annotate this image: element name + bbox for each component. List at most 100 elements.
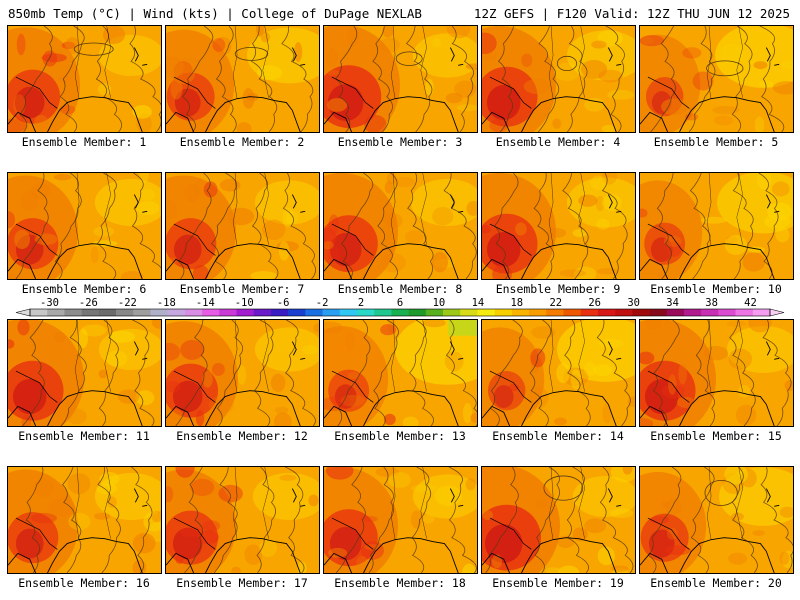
- ensemble-map-panel: [323, 319, 478, 427]
- colorbar-frame: [29, 308, 771, 317]
- temperature-field-map: [640, 173, 793, 279]
- ensemble-map-panel: [165, 172, 320, 280]
- member-label: Ensemble Member: 20: [650, 576, 782, 590]
- colorbar-bin: [322, 309, 341, 316]
- colorbar-bin: [64, 309, 82, 316]
- colorbar-tick-label: -14: [196, 297, 215, 309]
- colorbar-bin: [202, 309, 220, 316]
- colorbar-bin: [374, 309, 392, 316]
- temperature-field-map: [8, 467, 161, 573]
- ensemble-map-panel: [323, 25, 478, 133]
- colorbar-tick-label: 6: [397, 297, 403, 309]
- temperature-field-map: [166, 173, 319, 279]
- colorbar-tick-label: 14: [472, 297, 485, 309]
- temperature-field-map: [8, 320, 161, 426]
- temperature-field-map: [8, 26, 161, 132]
- colorbar-bin: [167, 309, 186, 316]
- colorbar-bin: [81, 309, 100, 316]
- temperature-field-map: [324, 26, 477, 132]
- colorbar-bin: [30, 309, 48, 316]
- colorbar-bin: [184, 309, 203, 316]
- temperature-field-map: [482, 26, 635, 132]
- member-label: Ensemble Member: 8: [337, 282, 463, 296]
- colorbar-bin: [563, 309, 581, 316]
- ensemble-map-panel: [481, 319, 636, 427]
- member-label: Ensemble Member: 5: [653, 135, 779, 149]
- colorbar-bin: [666, 309, 685, 316]
- temperature-field-map: [482, 467, 635, 573]
- member-label: Ensemble Member: 16: [18, 576, 150, 590]
- temperature-field-map: [324, 467, 477, 573]
- colorbar-bin: [632, 309, 650, 316]
- colorbar-bin: [98, 309, 117, 316]
- colorbar-bin: [615, 309, 633, 316]
- colorbar-bin: [288, 309, 306, 316]
- temperature-field-map: [482, 320, 635, 426]
- temperature-field-map: [166, 320, 319, 426]
- colorbar-left-arrow: [15, 308, 31, 317]
- member-label: Ensemble Member: 1: [21, 135, 147, 149]
- member-label: Ensemble Member: 7: [179, 282, 305, 296]
- ensemble-map-panel: [323, 172, 478, 280]
- colorbar-bin: [546, 309, 564, 316]
- temperature-field-map: [166, 467, 319, 573]
- colorbar-right-arrow: [769, 308, 785, 317]
- ensemble-map-panel: [481, 466, 636, 574]
- ensemble-map-panel: [165, 466, 320, 574]
- product-title: 850mb Temp (°C) | Wind (kts) | College o…: [8, 6, 422, 21]
- colorbar-bin: [339, 309, 358, 316]
- colorbar-bin: [580, 309, 599, 316]
- colorbar-bin: [116, 309, 134, 316]
- member-label: Ensemble Member: 14: [492, 429, 624, 443]
- colorbar-bin: [701, 309, 719, 316]
- colorbar-bin: [683, 309, 702, 316]
- member-label: Ensemble Member: 9: [495, 282, 621, 296]
- colorbar-bin: [735, 309, 754, 316]
- colorbar-bin: [443, 309, 461, 316]
- colorbar-bin: [133, 309, 151, 316]
- colorbar-tick-label: 38: [705, 297, 718, 309]
- temperature-field-map: [324, 320, 477, 426]
- member-label: Ensemble Member: 4: [495, 135, 621, 149]
- colorbar-tick-label: -18: [157, 297, 176, 309]
- colorbar-bin: [511, 309, 530, 316]
- temperature-colorbar: -30 -26 -22 -18 -14 -10 -6 -2 2 6 10 14 18 22 26 30 34 38…: [14, 296, 786, 318]
- temperature-field-map: [8, 173, 161, 279]
- ensemble-map-panel: [639, 319, 794, 427]
- colorbar-bin: [408, 309, 427, 316]
- temperature-field-map: [640, 26, 793, 132]
- member-label: Ensemble Member: 12: [176, 429, 308, 443]
- colorbar-bin: [718, 309, 736, 316]
- colorbar-bin: [494, 309, 513, 316]
- colorbar-bin: [752, 309, 771, 316]
- member-label: Ensemble Member: 15: [650, 429, 782, 443]
- member-label: Ensemble Member: 17: [176, 576, 308, 590]
- colorbar-tick-label: 30: [627, 297, 640, 309]
- colorbar-bin: [460, 309, 478, 316]
- colorbar-bin: [425, 309, 444, 316]
- member-label: Ensemble Member: 2: [179, 135, 305, 149]
- temperature-field-map: [482, 173, 635, 279]
- colorbar-bin: [270, 309, 289, 316]
- colorbar-tick-label: 34: [666, 297, 679, 309]
- colorbar-tick-label: 10: [433, 297, 446, 309]
- colorbar-bin: [356, 309, 375, 316]
- ensemble-map-panel: [165, 25, 320, 133]
- colorbar-bin: [391, 309, 409, 316]
- colorbar-tick-label: 22: [549, 297, 562, 309]
- member-label: Ensemble Member: 13: [334, 429, 466, 443]
- colorbar-tick-label: -6: [277, 297, 290, 309]
- colorbar-bin: [236, 309, 255, 316]
- colorbar-bin: [649, 309, 668, 316]
- temperature-field-map: [166, 26, 319, 132]
- colorbar-bin: [253, 309, 272, 316]
- colorbar-bin: [477, 309, 495, 316]
- ensemble-map-panel: [639, 172, 794, 280]
- ensemble-map-panel: [7, 466, 162, 574]
- member-label: Ensemble Member: 3: [337, 135, 463, 149]
- colorbar-tick-label: -30: [40, 297, 59, 309]
- ensemble-map-panel: [639, 25, 794, 133]
- ensemble-map-panel: [481, 172, 636, 280]
- temperature-field-map: [324, 173, 477, 279]
